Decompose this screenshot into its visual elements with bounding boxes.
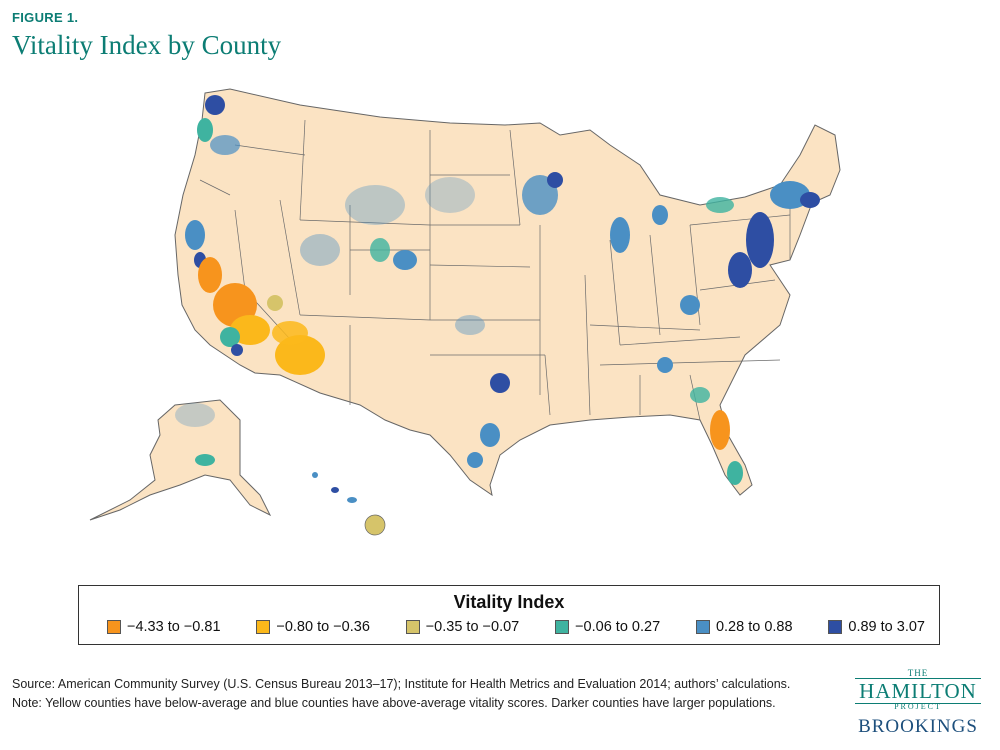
legend-swatch (695, 620, 710, 634)
legend-swatch (405, 620, 420, 634)
legend-item-label: 0.89 to 3.07 (848, 619, 925, 635)
logo-project: PROJECT (894, 702, 942, 711)
conus-map (174, 88, 841, 497)
alaska-outline (89, 399, 272, 521)
legend-title: Vitality Index (453, 592, 565, 612)
county-vitality-map (89, 88, 841, 536)
figure-notes: Source: American Community Survey (U.S. … (12, 676, 802, 714)
legend-items: −4.33 to −0.81 −0.80 to −0.36 −0.35 to −… (107, 619, 925, 635)
hamilton-brookings-logo: THE HAMILTON PROJECT BROOKINGS (848, 668, 988, 740)
legend-item-label: 0.28 to 0.88 (715, 619, 793, 635)
legend-item: −0.80 to −0.36 (256, 619, 370, 635)
logo-brookings: BROOKINGS (858, 716, 978, 737)
legend-swatch (555, 620, 570, 634)
legend-item: −4.33 to −0.81 (107, 619, 221, 635)
alaska-map (89, 399, 272, 521)
legend-swatch (107, 620, 121, 634)
logo-hamilton: HAMILTON (855, 678, 981, 704)
legend-item: −0.35 to −0.07 (405, 619, 520, 635)
state-borders (199, 119, 791, 421)
legend-item: −0.06 to 0.27 (555, 619, 660, 635)
legend-item: 0.28 to 0.88 (695, 619, 793, 635)
figure-title: Vitality Index by County (12, 30, 282, 60)
legend-item-label: −4.33 to −0.81 (127, 619, 221, 635)
legend-item-label: −0.80 to −0.36 (276, 619, 370, 635)
logo-the: THE (907, 668, 929, 678)
legend-item-label: −0.06 to 0.27 (575, 619, 661, 635)
legend-swatch (256, 620, 271, 634)
hawaii-map (312, 472, 386, 536)
county-patches (185, 95, 820, 485)
conus-outline (174, 88, 841, 497)
legend-swatch (828, 620, 843, 634)
legend: Vitality Index −4.33 to −0.81 −0.80 to −… (78, 585, 940, 645)
legend-item-label: −0.35 to −0.07 (425, 619, 520, 635)
explanatory-note: Note: Yellow counties have below-average… (12, 696, 776, 710)
figure-label: FIGURE 1. (12, 10, 79, 25)
source-note: Source: American Community Survey (U.S. … (12, 677, 791, 691)
legend-item: 0.89 to 3.07 (828, 619, 925, 635)
